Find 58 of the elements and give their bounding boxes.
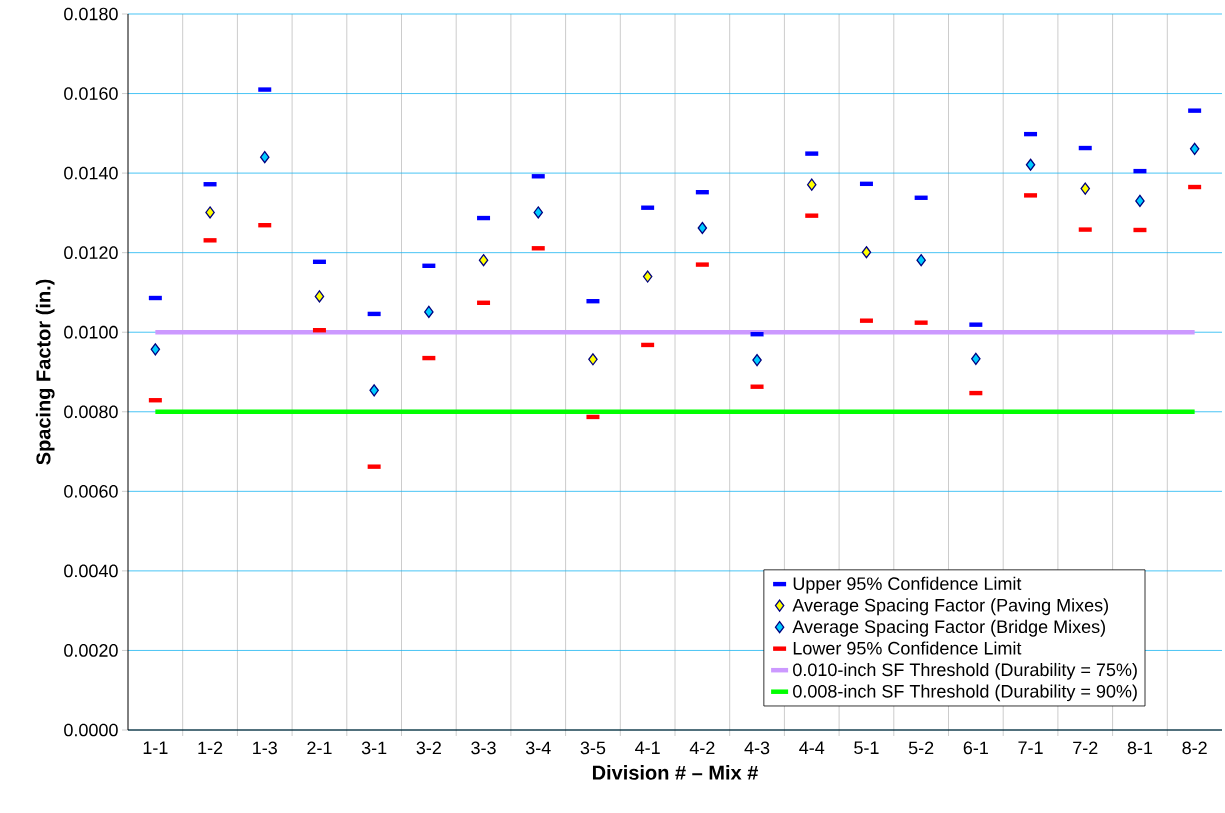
x-tick-label: 4-1 <box>635 741 660 754</box>
y-tick-label: 0.0080 <box>64 405 118 419</box>
y-tick-label: 0.0000 <box>64 723 118 737</box>
point <box>1135 194 1145 208</box>
x-tick-label: 1-3 <box>253 741 277 755</box>
x-tick-label: 3-3 <box>471 741 496 755</box>
point <box>806 178 817 191</box>
point <box>259 151 270 164</box>
x-tick-label: 5-2 <box>908 741 934 755</box>
point <box>1080 182 1091 195</box>
legend-label: Average Spacing Factor (Paving Mixes) <box>792 598 1108 616</box>
y-tick-label: 0.0040 <box>64 564 118 578</box>
x-tick-label: 8-2 <box>1182 741 1207 755</box>
y-tick-label: 0.0160 <box>64 87 118 100</box>
point <box>424 305 434 319</box>
point <box>314 290 325 303</box>
legend-label: Upper 95% Confidence Limit <box>793 576 1022 594</box>
x-tick-label: 4-4 <box>799 741 825 754</box>
point <box>642 270 653 283</box>
legend-label: 0.008-inch SF Threshold (Durability = 90%) <box>793 684 1137 702</box>
y-tick-label: 0.0180 <box>64 7 118 21</box>
x-tick-label: 7-1 <box>1018 741 1043 754</box>
point <box>369 384 379 397</box>
y-tick-label: 0.0100 <box>64 325 118 339</box>
point <box>588 353 598 366</box>
y-tick-label: 0.0140 <box>64 166 118 180</box>
point <box>916 254 926 267</box>
point <box>1025 158 1036 171</box>
point <box>971 352 981 366</box>
legend-label: Lower 95% Confidence Limit <box>793 641 1022 655</box>
legend-label: 0.010-inch SF Threshold (Durability = 75%) <box>793 662 1137 680</box>
x-tick-label: 3-4 <box>525 741 551 755</box>
y-tick-label: 0.0060 <box>64 484 118 498</box>
x-tick-label: 3-1 <box>361 741 387 755</box>
y-tick-label: 0.0120 <box>64 246 118 260</box>
legend-label: Average Spacing Factor (Bridge Mixes) <box>792 619 1105 637</box>
x-tick-label: 2-1 <box>307 741 332 755</box>
point <box>478 254 489 267</box>
x-tick-label: 8-1 <box>1127 741 1153 755</box>
point <box>697 221 708 235</box>
x-tick-label: 3-5 <box>580 741 606 755</box>
x-tick-label: 3-2 <box>416 741 441 755</box>
x-tick-label: 4-2 <box>689 741 715 755</box>
x-tick-label: 5-1 <box>854 741 879 755</box>
point <box>205 206 215 219</box>
x-tick-label: 6-1 <box>963 741 988 755</box>
y-tick-label: 0.0020 <box>64 644 118 657</box>
point <box>752 353 762 367</box>
point <box>1189 142 1200 155</box>
point <box>533 206 544 219</box>
x-tick-label: 7-2 <box>1073 741 1098 755</box>
x-tick-label: 4-3 <box>744 741 770 755</box>
x-axis-title: Division # – Mix # <box>592 765 759 780</box>
x-tick-label: 1-1 <box>143 741 168 754</box>
point <box>150 343 161 356</box>
y-axis-title: Spacing Factor (in.) <box>35 279 55 465</box>
point <box>861 246 872 259</box>
x-tick-label: 1-2 <box>198 741 223 755</box>
